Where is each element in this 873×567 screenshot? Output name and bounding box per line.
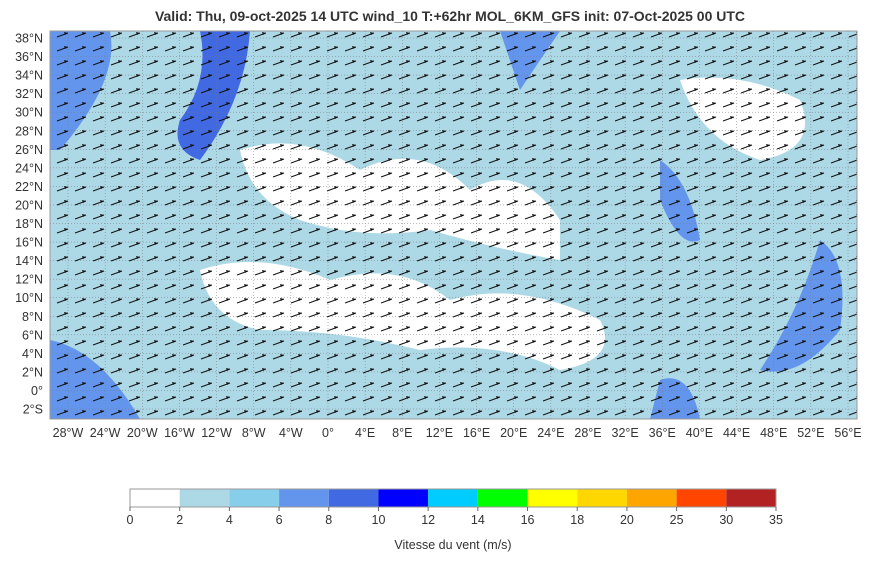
colorbar-swatch bbox=[477, 489, 528, 507]
lat-label: 6°N bbox=[22, 328, 43, 342]
lon-label: 20°E bbox=[500, 426, 527, 440]
lon-label: 12°W bbox=[201, 426, 232, 440]
lon-label: 28°E bbox=[574, 426, 601, 440]
colorbar-tick-label: 2 bbox=[176, 513, 183, 527]
colorbar-swatch bbox=[130, 489, 180, 507]
lat-label: 26°N bbox=[15, 143, 43, 157]
colorbar-tick-label: 10 bbox=[372, 513, 386, 527]
colorbar-swatch bbox=[726, 489, 776, 507]
lat-label: 36°N bbox=[15, 50, 43, 64]
colorbar-tick-label: 25 bbox=[670, 513, 684, 527]
lon-label: 16°E bbox=[463, 426, 490, 440]
map-area bbox=[50, 31, 857, 419]
colorbar-swatch bbox=[626, 489, 677, 507]
map-frame bbox=[49, 30, 858, 420]
title: Valid: Thu, 09-oct-2025 14 UTC wind_10 T… bbox=[155, 8, 745, 24]
lon-label: 24°W bbox=[90, 426, 121, 440]
colorbar-tick-label: 6 bbox=[276, 513, 283, 527]
lat-label: 0° bbox=[31, 384, 43, 398]
lat-label: 2°S bbox=[23, 403, 43, 417]
colorbar-tick-label: 30 bbox=[719, 513, 733, 527]
lon-label: 8°W bbox=[242, 426, 266, 440]
lon-label: 24°E bbox=[537, 426, 564, 440]
lat-label: 38°N bbox=[15, 32, 43, 46]
colorbar-tick-label: 20 bbox=[620, 513, 634, 527]
lon-label: 28°W bbox=[53, 426, 84, 440]
lat-label: 8°N bbox=[22, 310, 43, 324]
colorbar-label: Vitesse du vent (m/s) bbox=[394, 538, 511, 552]
lat-label: 2°N bbox=[22, 365, 43, 379]
colorbar-tick-label: 18 bbox=[570, 513, 584, 527]
lat-label: 12°N bbox=[15, 273, 43, 287]
lat-label: 18°N bbox=[15, 217, 43, 231]
colorbar-tick-label: 14 bbox=[471, 513, 485, 527]
lat-label: 20°N bbox=[15, 198, 43, 212]
colorbar-swatch bbox=[527, 489, 578, 507]
lat-label: 34°N bbox=[15, 69, 43, 83]
lon-label: 40°E bbox=[686, 426, 713, 440]
lon-label: 44°E bbox=[723, 426, 750, 440]
colorbar-tick-label: 35 bbox=[769, 513, 783, 527]
colorbar-swatch bbox=[229, 489, 280, 507]
lon-label: 36°E bbox=[649, 426, 676, 440]
lat-label: 10°N bbox=[15, 291, 43, 305]
lon-label: 52°E bbox=[797, 426, 824, 440]
colorbar-swatch bbox=[279, 489, 329, 507]
colorbar-tick-label: 8 bbox=[325, 513, 332, 527]
lat-label: 14°N bbox=[15, 254, 43, 268]
lat-label: 32°N bbox=[15, 87, 43, 101]
colorbar-tick-label: 12 bbox=[421, 513, 435, 527]
colorbar-swatch bbox=[428, 489, 478, 507]
colorbar-tick-label: 4 bbox=[226, 513, 233, 527]
colorbar-tick-label: 0 bbox=[127, 513, 134, 527]
lon-label: 48°E bbox=[760, 426, 787, 440]
colorbar-tick-label: 16 bbox=[521, 513, 535, 527]
lat-label: 24°N bbox=[15, 161, 43, 175]
lon-label: 20°W bbox=[127, 426, 158, 440]
colorbar-swatch bbox=[577, 489, 627, 507]
lon-label: 16°W bbox=[164, 426, 195, 440]
lat-label: 28°N bbox=[15, 124, 43, 138]
lon-label: 0° bbox=[322, 426, 334, 440]
lon-label: 4°E bbox=[355, 426, 375, 440]
lat-label: 30°N bbox=[15, 106, 43, 120]
lon-label: 8°E bbox=[392, 426, 412, 440]
colorbar-swatch bbox=[676, 489, 727, 507]
lat-label: 4°N bbox=[22, 347, 43, 361]
lat-label: 16°N bbox=[15, 236, 43, 250]
lat-label: 22°N bbox=[15, 180, 43, 194]
colorbar-frame bbox=[129, 488, 777, 508]
lon-label: 32°E bbox=[612, 426, 639, 440]
lon-label: 12°E bbox=[426, 426, 453, 440]
colorbar-swatch bbox=[179, 489, 230, 507]
colorbar-swatch bbox=[328, 489, 379, 507]
colorbar-swatch bbox=[378, 489, 429, 507]
lon-label: 56°E bbox=[834, 426, 861, 440]
lon-label: 4°W bbox=[279, 426, 303, 440]
